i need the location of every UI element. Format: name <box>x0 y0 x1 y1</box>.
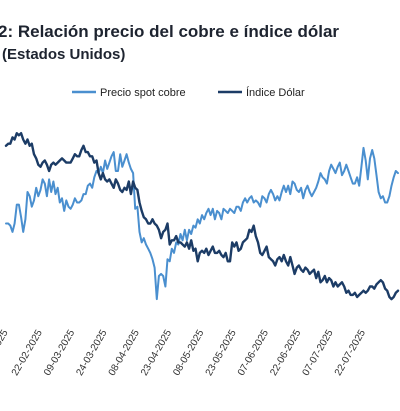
x-tick-label: 07-06-2025 <box>236 328 271 378</box>
x-tick-label: 08-04-2025 <box>107 328 142 378</box>
x-tick-label: 22-07-2025 <box>333 328 368 378</box>
chart-subtitle: (Estados Unidos) <box>2 46 126 63</box>
x-tick-label: 22-06-2025 <box>268 328 303 378</box>
x-tick-label: 23-05-2025 <box>204 328 239 378</box>
legend-label-0: Precio spot cobre <box>100 87 186 99</box>
x-tick-label: 22-02-2025 <box>10 328 45 378</box>
series-line-indice-dolar <box>4 132 400 301</box>
legend-label-1: Índice Dólar <box>246 86 305 99</box>
x-axis: 2025 22-02-202509-03-202524-03-202508-04-… <box>0 328 368 378</box>
x-tick-label: 08-05-2025 <box>171 328 206 378</box>
series-layer <box>4 132 400 301</box>
x-tick-label: 09-03-2025 <box>42 328 77 378</box>
legend: Precio spot cobre Índice Dólar <box>72 86 305 99</box>
x-tick-label: 07-07-2025 <box>301 328 336 378</box>
x-tick-label: 23-04-2025 <box>139 328 174 378</box>
series-line-precio-spot-cobre <box>5 146 399 301</box>
chart-title: 2: Relación precio del cobre e índice dó… <box>0 22 340 41</box>
x-tick-label: 24-03-2025 <box>74 328 109 378</box>
x-tick-label: 2025 <box>0 328 11 353</box>
